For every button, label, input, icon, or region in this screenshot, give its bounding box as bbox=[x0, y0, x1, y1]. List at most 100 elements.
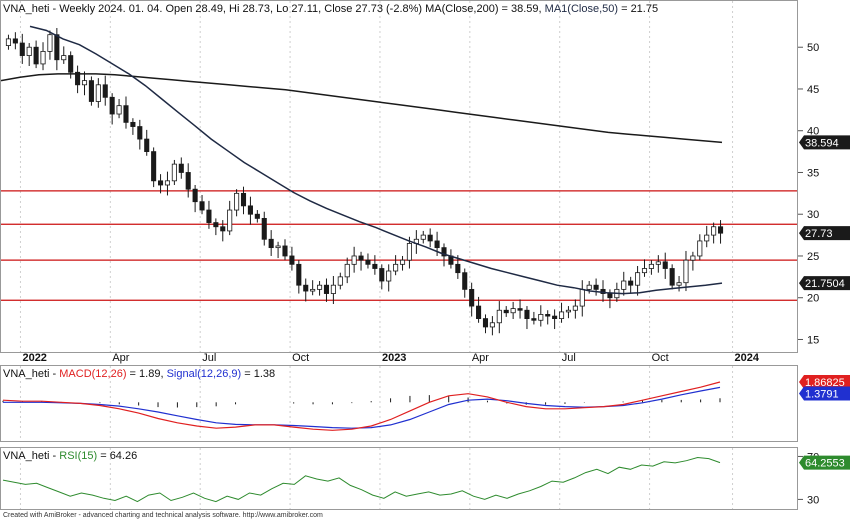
candle-body bbox=[81, 80, 88, 86]
x-tick-label: Apr bbox=[472, 352, 489, 364]
candle-body bbox=[185, 172, 191, 190]
candle-body bbox=[607, 293, 613, 299]
candle-body bbox=[282, 245, 288, 257]
candle-body bbox=[268, 238, 274, 249]
price-panel-frame bbox=[0, 0, 798, 353]
candle-body bbox=[344, 263, 350, 278]
rsi-tick-label: 30 bbox=[807, 494, 819, 506]
candle-body bbox=[628, 280, 634, 286]
rsi-value-badge-shape bbox=[799, 455, 850, 470]
candle-body bbox=[40, 51, 46, 65]
candle-body bbox=[317, 284, 323, 290]
candle-body bbox=[234, 192, 240, 211]
candle-body bbox=[164, 180, 171, 186]
macd-line bbox=[2, 381, 721, 431]
rsi-line bbox=[2, 456, 721, 503]
candle-body bbox=[558, 311, 565, 320]
candle-body bbox=[441, 247, 447, 257]
candle-body bbox=[593, 284, 599, 290]
macd-value-badge-text: 1.86825 bbox=[805, 377, 845, 389]
candle-body bbox=[220, 226, 226, 232]
candle-body bbox=[621, 280, 627, 290]
candle-body bbox=[690, 255, 696, 261]
candle-body bbox=[489, 322, 495, 328]
macd-panel-title: VNA_heti - MACD(12,26) = 1.89, Signal(12… bbox=[3, 368, 275, 380]
candle-body bbox=[171, 163, 177, 182]
y-tick-label: 15 bbox=[807, 334, 819, 346]
candle-body bbox=[372, 263, 378, 269]
candle-body bbox=[33, 46, 39, 65]
candle-body bbox=[379, 268, 385, 282]
y-tick-label: 25 bbox=[807, 251, 819, 263]
candle-body bbox=[399, 259, 406, 265]
candle-body bbox=[503, 309, 509, 314]
candle-body bbox=[386, 270, 392, 282]
signal-value-badge-shape bbox=[799, 386, 850, 401]
price-panel-title: VNA_heti - Weekly 2024. 01. 04. Open 28.… bbox=[3, 3, 658, 15]
price-value-badge: 27.73 bbox=[799, 226, 850, 241]
candle-body bbox=[178, 163, 184, 173]
candle-body bbox=[517, 308, 523, 311]
candle-body bbox=[275, 245, 281, 249]
axis-labels: 2022 Apr Jul Oct 2023 Apr Jul Oct 2024 15 20 25 30 35… bbox=[22, 42, 819, 364]
ma200-value-badge-shape bbox=[799, 135, 850, 150]
x-tick-label: 2022 bbox=[22, 352, 46, 364]
candle-body bbox=[68, 55, 74, 73]
candle-body bbox=[247, 205, 253, 215]
candlesticks bbox=[5, 28, 724, 336]
candle-body bbox=[586, 284, 592, 290]
candle-body bbox=[109, 96, 115, 115]
candle-body bbox=[351, 255, 357, 265]
candle-body bbox=[289, 255, 295, 265]
candle-body bbox=[123, 105, 129, 123]
candle-body bbox=[676, 282, 682, 286]
macd-value-badge-shape bbox=[799, 374, 850, 389]
candle-body bbox=[434, 240, 440, 249]
candle-body bbox=[704, 234, 710, 242]
candle-body bbox=[718, 226, 724, 234]
support-resistance-lines bbox=[1, 190, 797, 301]
candle-body bbox=[47, 34, 53, 52]
candle-body bbox=[88, 80, 94, 102]
candle-body bbox=[635, 272, 641, 286]
rsi-panel-title: VNA_heti - RSI(15) = 64.26 bbox=[3, 450, 137, 462]
x-tick-label: Oct bbox=[292, 352, 309, 364]
candle-body bbox=[552, 315, 558, 320]
candle-body bbox=[303, 284, 309, 292]
x-tick-label: Jul bbox=[202, 352, 216, 364]
candle-body bbox=[130, 121, 136, 127]
candle-body bbox=[12, 38, 18, 44]
y-tick-label: 35 bbox=[807, 167, 819, 179]
candle-body bbox=[406, 243, 412, 261]
candle-body bbox=[144, 138, 150, 152]
candle-body bbox=[462, 272, 468, 290]
candle-body bbox=[192, 188, 198, 203]
candle-body bbox=[545, 314, 551, 317]
candle-body bbox=[261, 217, 267, 240]
candle-body bbox=[496, 309, 502, 324]
candle-body bbox=[531, 318, 537, 321]
y-tick-label: 50 bbox=[807, 42, 819, 54]
candle-body bbox=[469, 288, 475, 307]
candle-body bbox=[683, 259, 689, 284]
ma50-value-badge-shape bbox=[799, 276, 850, 291]
candle-body bbox=[75, 71, 81, 86]
ma200-line bbox=[0, 73, 723, 144]
x-tick-label: Apr bbox=[112, 352, 129, 364]
candle-body bbox=[54, 34, 60, 61]
rsi-panel-frame bbox=[0, 447, 798, 510]
candle-body bbox=[648, 263, 654, 269]
x-tick-label: Jul bbox=[562, 352, 576, 364]
x-tick-label: 2023 bbox=[382, 352, 406, 364]
candle-body bbox=[151, 151, 157, 182]
candle-body bbox=[19, 42, 25, 56]
ma200-value-badge-text: 38.594 bbox=[805, 137, 839, 149]
rsi-value-badge: 64.2553 bbox=[799, 455, 850, 470]
candle-body bbox=[102, 84, 108, 98]
candle-body bbox=[95, 84, 101, 102]
candle-body bbox=[476, 305, 482, 320]
macd-panel-frame bbox=[0, 365, 798, 442]
candle-body bbox=[420, 234, 426, 240]
candle-body bbox=[579, 288, 585, 307]
candle-body bbox=[669, 268, 675, 286]
